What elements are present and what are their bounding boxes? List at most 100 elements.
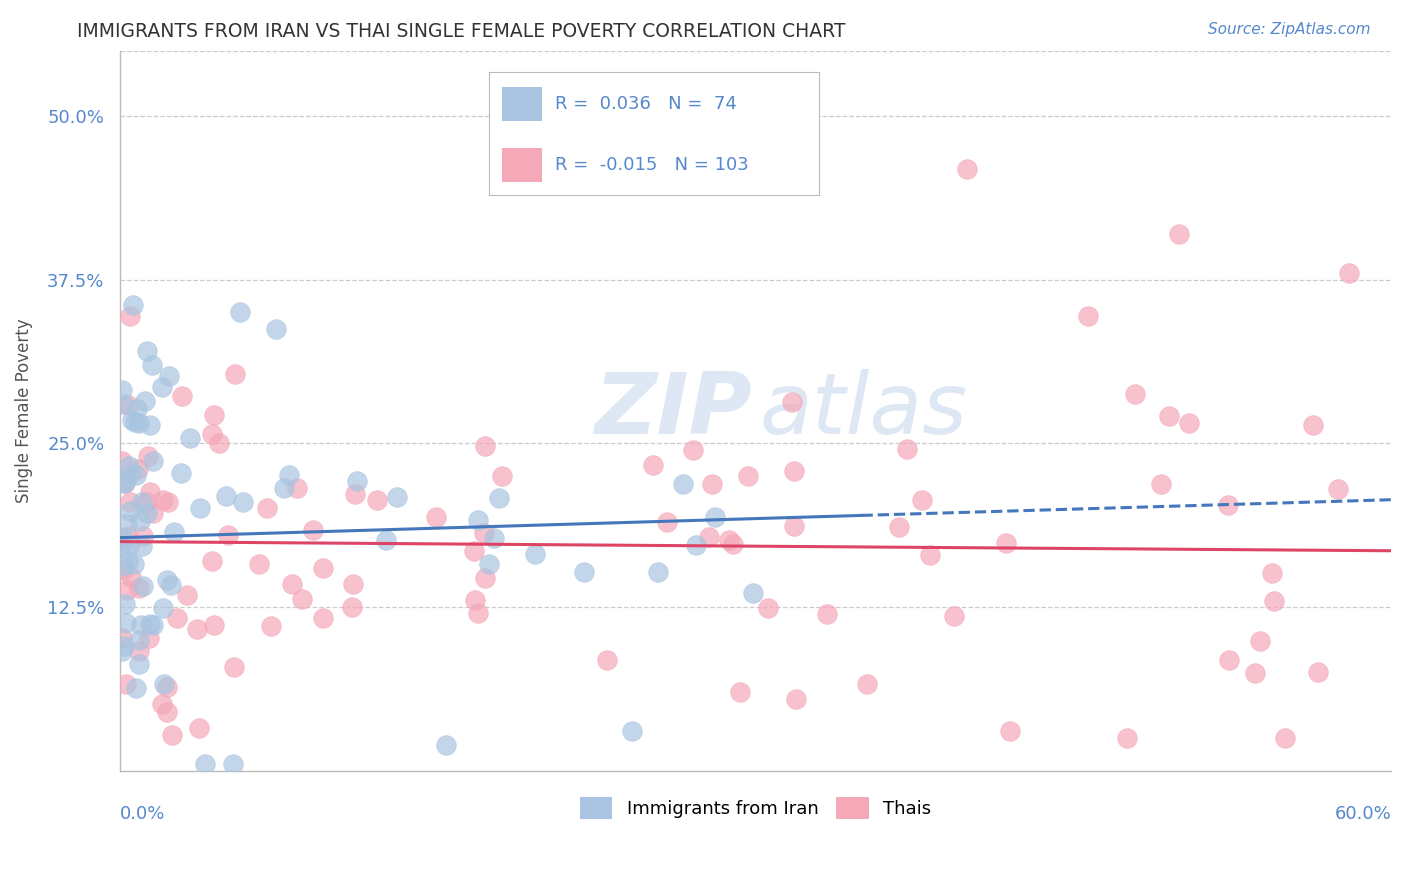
Immigrants from Iran [125, 467, 148, 482]
Immigrants from Iran [273, 481, 295, 495]
Thais [1249, 634, 1271, 648]
Thais [127, 462, 149, 476]
Thais [896, 442, 918, 456]
Immigrants from Iran [672, 477, 695, 491]
Immigrants from Iran [153, 677, 176, 691]
Thais [114, 476, 136, 491]
Thais [152, 493, 174, 508]
Thais [718, 533, 741, 547]
Immigrants from Iran [232, 495, 254, 509]
Immigrants from Iran [131, 539, 153, 553]
Immigrants from Iran [152, 601, 174, 615]
Thais [187, 721, 209, 735]
Thais [474, 439, 496, 453]
Thais [142, 506, 165, 520]
Immigrants from Iran [129, 514, 152, 528]
Immigrants from Iran [111, 383, 134, 397]
Immigrants from Iran [703, 509, 725, 524]
Thais [889, 520, 911, 534]
Text: Source: ZipAtlas.com: Source: ZipAtlas.com [1208, 22, 1371, 37]
Thais [596, 653, 619, 667]
Thais [467, 606, 489, 620]
Thais [472, 525, 495, 540]
Thais [1337, 266, 1360, 280]
Thais [139, 485, 162, 500]
Thais [132, 529, 155, 543]
Immigrants from Iran [128, 657, 150, 672]
Thais [117, 528, 139, 542]
Immigrants from Iran [139, 616, 162, 631]
Thais [162, 728, 184, 742]
Immigrants from Iran [122, 557, 145, 571]
Immigrants from Iran [111, 558, 134, 573]
Thais [1218, 653, 1240, 667]
Thais [111, 631, 134, 645]
Immigrants from Iran [138, 417, 160, 432]
Thais [474, 571, 496, 585]
Thais [157, 495, 180, 509]
Thais [995, 535, 1018, 549]
Thais [1178, 416, 1201, 430]
Immigrants from Iran [163, 524, 186, 539]
Thais [737, 469, 759, 483]
Thais [115, 583, 138, 598]
Immigrants from Iran [150, 379, 173, 393]
Thais [1168, 227, 1191, 241]
Thais [204, 408, 226, 422]
Immigrants from Iran [121, 413, 143, 427]
Immigrants from Iran [385, 491, 408, 505]
Immigrants from Iran [118, 467, 141, 481]
Thais [176, 588, 198, 602]
Immigrants from Iran [128, 416, 150, 430]
Thais [699, 530, 721, 544]
Immigrants from Iran [127, 402, 149, 417]
Immigrants from Iran [278, 468, 301, 483]
Thais [491, 469, 513, 483]
Immigrants from Iran [264, 322, 287, 336]
Immigrants from Iran [179, 431, 201, 445]
Thais [783, 518, 806, 533]
Immigrants from Iran [114, 597, 136, 611]
Immigrants from Iran [111, 539, 134, 553]
Thais [425, 510, 447, 524]
Immigrants from Iran [128, 632, 150, 647]
Thais [208, 435, 231, 450]
Thais [1216, 498, 1239, 512]
Thais [682, 442, 704, 457]
Immigrants from Iran [111, 532, 134, 546]
Immigrants from Iran [112, 639, 135, 653]
Immigrants from Iran [685, 538, 707, 552]
Immigrants from Iran [374, 533, 396, 548]
Immigrants from Iran [124, 415, 146, 429]
Thais [344, 487, 367, 501]
Immigrants from Iran [194, 757, 217, 772]
Immigrants from Iran [346, 474, 368, 488]
Immigrants from Iran [482, 531, 505, 545]
Immigrants from Iran [117, 458, 139, 473]
Thais [156, 681, 179, 695]
Immigrants from Iran [488, 491, 510, 506]
Thais [1263, 593, 1285, 607]
Thais [138, 632, 160, 646]
Immigrants from Iran [120, 504, 142, 518]
Thais [247, 557, 270, 571]
Thais [217, 527, 239, 541]
Thais [312, 611, 335, 625]
Thais [856, 677, 879, 691]
Thais [1261, 566, 1284, 581]
Immigrants from Iran [141, 358, 163, 372]
Immigrants from Iran [134, 393, 156, 408]
Y-axis label: Single Female Poverty: Single Female Poverty [15, 318, 32, 503]
Thais [780, 395, 803, 409]
Immigrants from Iran [135, 344, 157, 359]
Immigrants from Iran [572, 565, 595, 579]
Thais [128, 644, 150, 658]
Thais [135, 494, 157, 508]
Text: 0.0%: 0.0% [121, 805, 166, 823]
Immigrants from Iran [142, 454, 165, 468]
Thais [224, 367, 246, 381]
Thais [655, 516, 678, 530]
Thais [224, 660, 246, 674]
Thais [728, 684, 751, 698]
Immigrants from Iran [157, 368, 180, 383]
